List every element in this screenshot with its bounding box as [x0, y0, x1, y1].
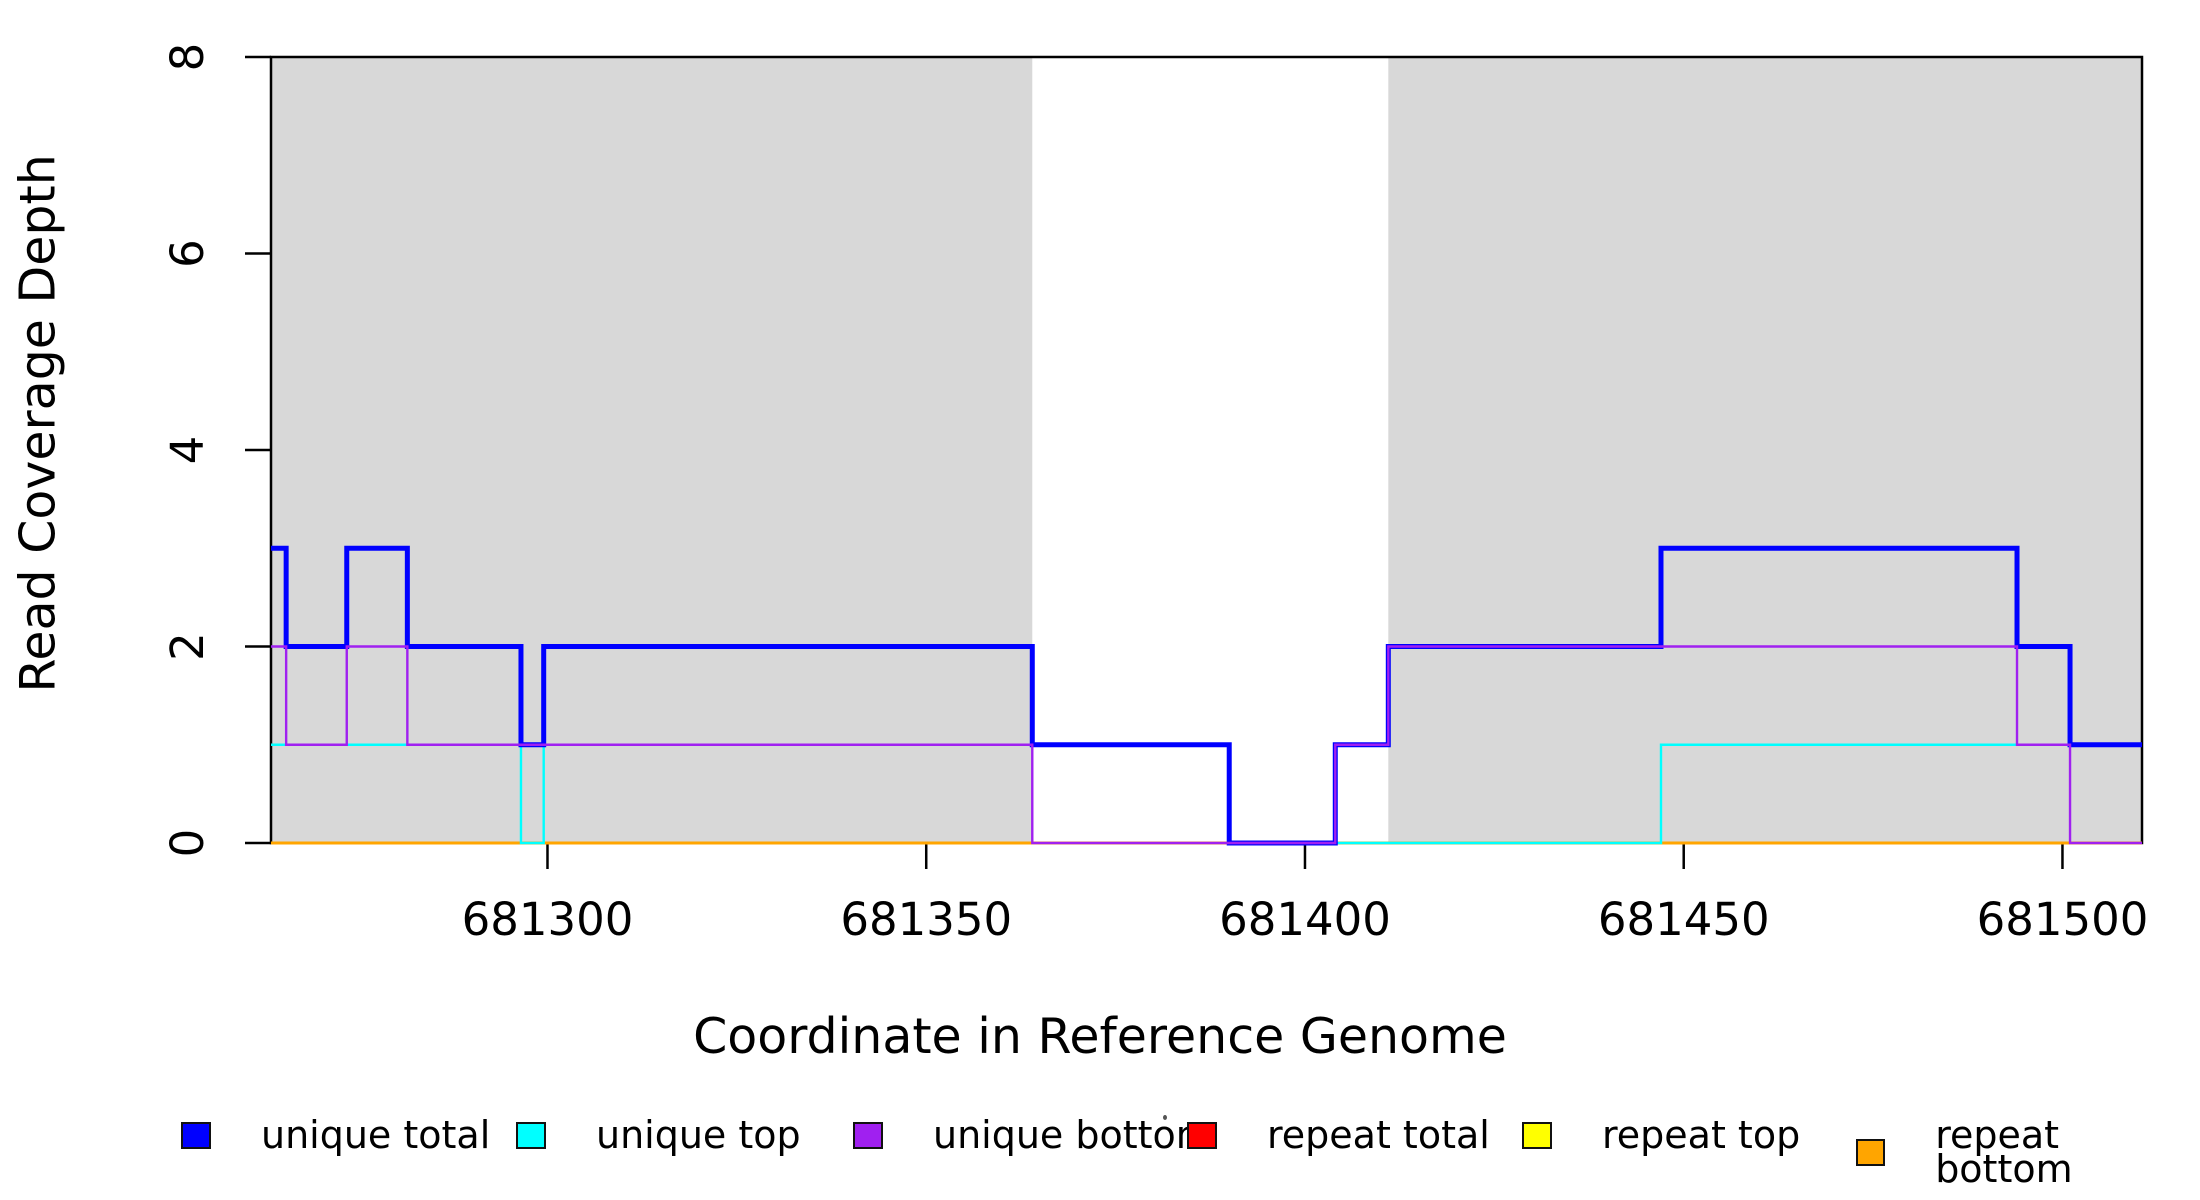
- legend-swatch-unique-bottom: [853, 1121, 883, 1149]
- x-tick-label: 681400: [1219, 893, 1391, 946]
- legend-label: repeat total: [1267, 1113, 1490, 1157]
- legend-item-repeat-bottom: repeat bottom: [1856, 1113, 2200, 1191]
- x-tick-label: 681500: [1977, 893, 2149, 946]
- legend-item-unique-total: unique total: [181, 1113, 491, 1157]
- legend-label: unique top: [596, 1113, 801, 1157]
- legend-item-repeat-total: repeat total: [1187, 1113, 1490, 1157]
- legend-label: unique total: [261, 1113, 491, 1157]
- series-line-unique-total: [271, 545, 2142, 846]
- y-tick-label: 4: [161, 436, 214, 465]
- legend-swatch-repeat-total: [1187, 1121, 1217, 1149]
- x-tick-label: 681450: [1598, 893, 1770, 946]
- legend-swatch-unique-total: [181, 1121, 211, 1149]
- legend-swatch-repeat-top: [1522, 1121, 1552, 1149]
- y-tick-label: 2: [161, 632, 214, 661]
- legend-item-unique-top: unique top: [516, 1113, 801, 1157]
- legend-swatch-repeat-bottom: [1856, 1138, 1886, 1166]
- legend-swatch-unique-top: [516, 1121, 546, 1149]
- legend-item-unique-bottom: unique bottom: [853, 1113, 1213, 1157]
- y-axis-title: Read Coverage Depth: [9, 154, 67, 693]
- legend-label: repeat bottom: [1935, 1113, 2073, 1191]
- y-tick-label: 6: [161, 239, 214, 268]
- legend-label: repeat top: [1602, 1113, 1801, 1157]
- legend-label: unique bottom: [933, 1113, 1213, 1157]
- shaded-region-right: [1388, 57, 2142, 843]
- stray-dot-artifact: [1163, 1115, 1167, 1120]
- x-tick-label: 681350: [840, 893, 1012, 946]
- x-tick-label: 681300: [462, 893, 634, 946]
- legend-item-repeat-top: repeat top: [1522, 1113, 1801, 1157]
- y-tick-label: 0: [161, 829, 214, 858]
- shaded-region-left: [271, 57, 1033, 843]
- series-line-unique-bottom: [271, 645, 2142, 845]
- x-axis-title: Coordinate in Reference Genome: [693, 1008, 1507, 1065]
- y-tick-label: 8: [161, 43, 214, 72]
